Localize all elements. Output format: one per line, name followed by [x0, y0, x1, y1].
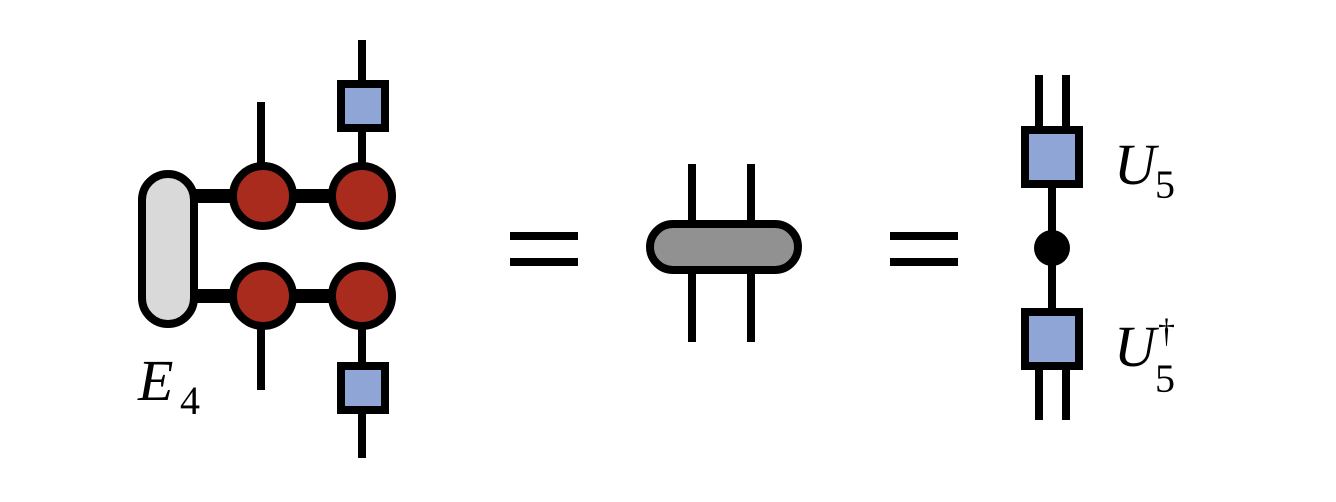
contracted-operator [646, 164, 802, 342]
site-tensor-top-1 [229, 162, 297, 230]
unitary-small-top [337, 80, 389, 132]
operator-capsule [646, 220, 802, 274]
right-network: U 5 U † 5 [1021, 75, 1179, 420]
label-U5: U 5 [1114, 132, 1175, 207]
label-E4: E 4 [137, 348, 200, 423]
environment-tensor [138, 170, 198, 328]
unitary-small-bottom [337, 362, 389, 414]
equals-sign-2 [890, 232, 958, 266]
unitary-U5-dagger [1021, 308, 1083, 370]
label-U5-dagger: U † 5 [1114, 313, 1179, 401]
site-tensor-bottom-2 [328, 262, 396, 330]
site-tensor-bottom-1 [229, 262, 297, 330]
unitary-U5 [1021, 126, 1083, 188]
site-tensor-top-2 [328, 162, 396, 230]
node-dot [1034, 230, 1070, 266]
equals-sign-1 [510, 232, 578, 266]
left-network: E 4 [137, 40, 396, 458]
